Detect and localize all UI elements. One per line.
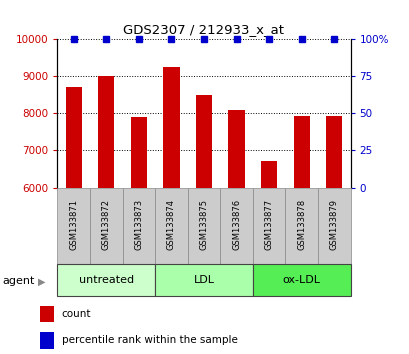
Bar (57, 188, 90, 264)
Text: GSM133878: GSM133878 (297, 199, 306, 250)
Text: GSM133879: GSM133879 (329, 199, 338, 250)
Bar (40, 306, 54, 322)
Title: GDS2307 / 212933_x_at: GDS2307 / 212933_x_at (123, 23, 284, 36)
Bar (90, 188, 122, 264)
Text: ▶: ▶ (38, 276, 45, 286)
Text: GSM133877: GSM133877 (264, 199, 273, 250)
Text: GSM133876: GSM133876 (231, 199, 240, 250)
Bar (293, 116, 309, 188)
Bar (285, 188, 317, 264)
Text: GSM133873: GSM133873 (134, 199, 143, 250)
Text: GSM133874: GSM133874 (166, 199, 175, 250)
Bar (196, 95, 211, 188)
Bar (155, 188, 187, 264)
Bar (57, 264, 155, 296)
Text: count: count (61, 309, 91, 319)
Bar (261, 161, 276, 188)
Bar (122, 188, 155, 264)
Bar (130, 117, 146, 188)
Bar (65, 86, 82, 188)
Bar (163, 67, 179, 188)
Bar (325, 116, 342, 188)
Bar (40, 332, 54, 348)
Text: GSM133872: GSM133872 (101, 199, 110, 250)
Text: untreated: untreated (79, 275, 133, 285)
Bar (252, 188, 285, 264)
Bar (317, 188, 350, 264)
Bar (155, 264, 252, 296)
Text: LDL: LDL (193, 275, 214, 285)
Bar (98, 76, 114, 188)
Text: GSM133871: GSM133871 (69, 199, 78, 250)
Text: GSM133875: GSM133875 (199, 199, 208, 250)
Bar (187, 188, 220, 264)
Bar (220, 188, 252, 264)
Bar (228, 110, 244, 188)
Bar (252, 264, 350, 296)
Text: ox-LDL: ox-LDL (282, 275, 320, 285)
Text: agent: agent (2, 276, 34, 286)
Text: percentile rank within the sample: percentile rank within the sample (61, 335, 237, 345)
